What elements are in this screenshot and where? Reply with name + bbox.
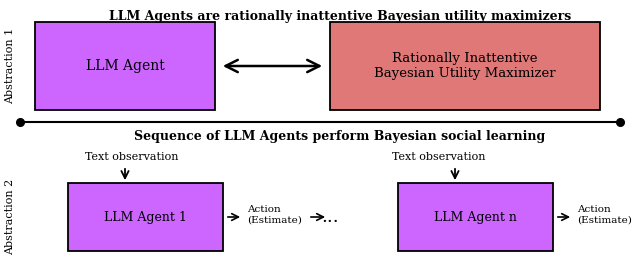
Text: LLM Agent 1: LLM Agent 1 xyxy=(104,210,187,223)
FancyBboxPatch shape xyxy=(68,183,223,251)
Text: LLM Agents are rationally inattentive Bayesian utility maximizers: LLM Agents are rationally inattentive Ba… xyxy=(109,10,571,23)
Text: Text observation: Text observation xyxy=(85,152,179,162)
FancyBboxPatch shape xyxy=(35,22,215,110)
Text: Text observation: Text observation xyxy=(392,152,486,162)
Text: Abstraction 2: Abstraction 2 xyxy=(5,179,15,255)
Text: Action
(Estimate): Action (Estimate) xyxy=(577,205,632,225)
Text: Abstraction 1: Abstraction 1 xyxy=(5,28,15,104)
Text: ...: ... xyxy=(321,208,339,226)
FancyBboxPatch shape xyxy=(398,183,553,251)
Text: Sequence of LLM Agents perform Bayesian social learning: Sequence of LLM Agents perform Bayesian … xyxy=(134,130,546,143)
Text: Rationally Inattentive
Bayesian Utility Maximizer: Rationally Inattentive Bayesian Utility … xyxy=(374,52,556,80)
Text: LLM Agent n: LLM Agent n xyxy=(434,210,517,223)
Text: LLM Agent: LLM Agent xyxy=(86,59,164,73)
FancyBboxPatch shape xyxy=(330,22,600,110)
Text: Action
(Estimate): Action (Estimate) xyxy=(247,205,302,225)
